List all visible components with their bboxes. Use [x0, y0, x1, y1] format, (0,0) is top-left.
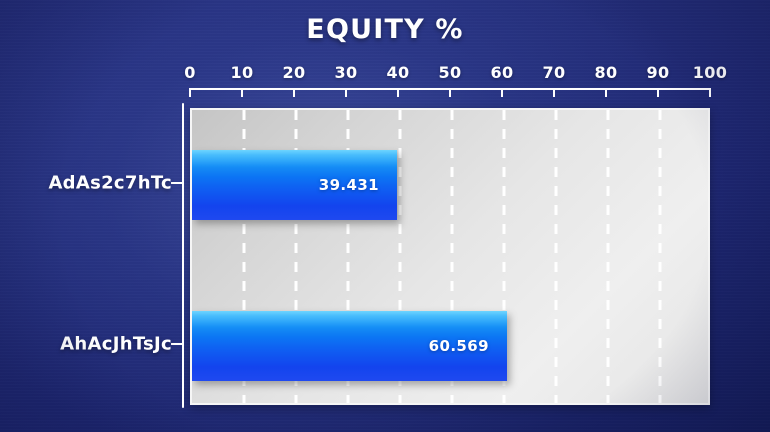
x-axis-tick: [241, 88, 243, 97]
y-axis-tick: [171, 342, 182, 345]
bar-highlight: [192, 150, 398, 177]
x-axis-tick: [293, 88, 295, 97]
x-axis-tick-label: 90: [646, 63, 670, 82]
gridline: [502, 110, 506, 403]
chart-title: EQUITY %: [306, 14, 464, 45]
gridline: [346, 110, 350, 403]
x-axis-tick: [449, 88, 451, 97]
x-axis-tick-label: 60: [490, 63, 514, 82]
gridline: [606, 110, 610, 403]
y-axis-tick: [171, 182, 182, 185]
x-axis-tick-label: 0: [184, 63, 196, 82]
x-axis-tick: [709, 88, 711, 97]
x-axis-tick: [501, 88, 503, 97]
bar-value-label: 60.569: [428, 336, 489, 355]
bar-value-label: 39.431: [318, 176, 380, 195]
gridline: [294, 110, 298, 403]
x-axis-tick-label: 100: [692, 63, 728, 82]
x-axis-tick-label: 70: [542, 63, 566, 82]
x-axis: 0 10 20 30 40 50 60 70 80 90 100: [184, 63, 727, 98]
x-axis-tick-label: 40: [386, 63, 410, 82]
x-axis-tick: [657, 88, 659, 97]
gridline: [398, 110, 402, 403]
y-axis-line: [182, 103, 184, 408]
gridline: [450, 110, 454, 403]
bar: 39.431: [192, 150, 398, 221]
plot-area: 39.431 60.569: [190, 108, 710, 405]
y-axis-category-label: AhAcJhTsJc: [60, 333, 172, 355]
gridline: [658, 110, 662, 403]
bar-highlight: [192, 310, 507, 338]
x-axis-tick-label: 30: [334, 63, 358, 82]
x-axis-tick-label: 10: [230, 63, 254, 82]
x-axis-tick: [189, 88, 191, 97]
gridline: [554, 110, 558, 403]
x-axis-tick-label: 80: [594, 63, 618, 82]
x-axis-tick-label: 50: [438, 63, 462, 82]
bar: 60.569: [192, 310, 507, 381]
gridline: [242, 110, 246, 403]
x-axis-tick-label: 20: [282, 63, 306, 82]
x-axis-tick: [397, 88, 399, 97]
x-axis-tick: [605, 88, 607, 97]
y-axis-category-label: AdAs2c7hTc: [48, 172, 172, 194]
x-axis-tick: [345, 88, 347, 97]
x-axis-tick: [553, 88, 555, 97]
